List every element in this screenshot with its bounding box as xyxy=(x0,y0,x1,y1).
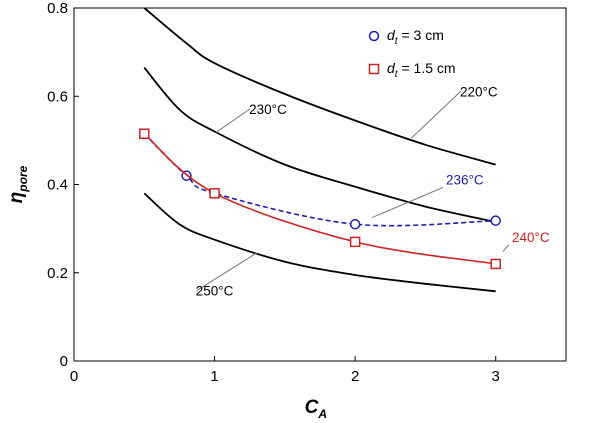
x-tick-label: 2 xyxy=(351,368,359,385)
x-tick-label: 3 xyxy=(492,368,500,385)
annotation-layer: 220°C 230°C 250°C 236°C 240°C xyxy=(196,84,550,298)
series-leader-line xyxy=(502,244,510,252)
data-point-square xyxy=(490,258,501,270)
ticks-layer: 0 1 2 3 0 0.2 0.4 0.6 0.8 xyxy=(47,0,500,385)
legend-label-main: d xyxy=(387,27,396,43)
curves-layer xyxy=(143,7,496,293)
legend-label-sub: t xyxy=(395,69,399,80)
y-tick-label: 0.2 xyxy=(47,265,68,282)
y-tick-label: 0.6 xyxy=(47,88,68,105)
x-tick-label: 0 xyxy=(70,368,78,385)
y-axis-title: ηpore xyxy=(6,165,30,203)
isotherm-leader-line xyxy=(196,252,258,292)
legend-label-main: d xyxy=(387,60,396,76)
data-point-square xyxy=(139,128,150,140)
data-point-circle xyxy=(490,215,501,226)
series-curve-label: 236°C xyxy=(446,173,484,188)
legend-label: dt = 1.5 cm xyxy=(387,60,456,80)
legend-marker-circle xyxy=(368,30,380,42)
x-axis-title-sub: A xyxy=(317,407,327,421)
legend-label-sub: t xyxy=(395,36,399,47)
legend-label: dt = 3 cm xyxy=(387,27,444,47)
legend-marker-square xyxy=(368,63,380,75)
legend-label-rest: = 1.5 cm xyxy=(398,60,456,76)
isotherm-label: 230°C xyxy=(249,102,287,117)
plot-frame xyxy=(73,7,567,362)
legend-label-rest: = 3 cm xyxy=(398,27,444,43)
series-layer xyxy=(139,128,501,270)
y-axis-title-sub: pore xyxy=(16,165,30,192)
series-curve-label: 240°C xyxy=(512,230,550,245)
axes-layer xyxy=(73,7,567,362)
isotherm-curve xyxy=(143,67,496,223)
x-axis-title-main: C xyxy=(305,397,319,418)
y-tick-label: 0 xyxy=(60,353,68,370)
x-tick-label: 1 xyxy=(210,368,218,385)
data-point-circle xyxy=(349,218,361,230)
data-point-square xyxy=(349,236,361,248)
isotherm-curve xyxy=(143,192,496,293)
isotherm-label: 250°C xyxy=(196,284,234,299)
series-leader-line xyxy=(371,187,443,219)
isotherm-curve xyxy=(143,7,496,166)
y-axis-title-main: η xyxy=(6,192,27,204)
series-line xyxy=(143,133,496,265)
isotherm-label: 220°C xyxy=(460,84,498,99)
series-line xyxy=(143,133,496,227)
isotherm-leader-line xyxy=(215,108,251,133)
y-tick-label: 0.4 xyxy=(47,177,68,194)
data-point-square xyxy=(209,188,220,199)
x-axis-title: CA xyxy=(305,397,327,421)
isotherm-leader-line xyxy=(411,90,462,139)
y-tick-label: 0.8 xyxy=(47,0,68,17)
